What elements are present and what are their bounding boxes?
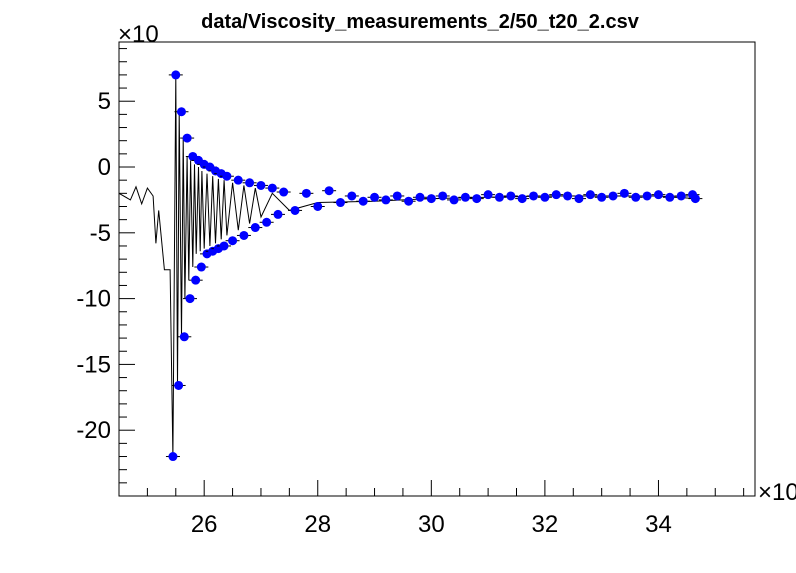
x-tick-label: 34 xyxy=(645,511,672,538)
data-point xyxy=(196,262,206,272)
data-point xyxy=(171,70,181,80)
data-point xyxy=(392,191,402,201)
signal-line xyxy=(118,74,696,457)
series-layer xyxy=(118,70,703,462)
data-point xyxy=(449,195,459,205)
y-tick-label: 0 xyxy=(98,154,111,181)
data-point xyxy=(381,195,391,205)
data-point xyxy=(676,191,686,201)
y-tick-label: -10 xyxy=(76,286,111,313)
data-point xyxy=(563,191,573,201)
data-point xyxy=(228,236,238,246)
x-tick-label: 26 xyxy=(191,511,218,538)
data-point xyxy=(540,192,550,202)
data-point xyxy=(619,188,629,198)
data-point xyxy=(182,133,192,143)
data-point xyxy=(506,191,516,201)
data-point xyxy=(191,275,201,285)
data-point xyxy=(250,223,260,233)
data-point xyxy=(415,192,425,202)
data-point xyxy=(335,198,345,208)
data-point xyxy=(665,192,675,202)
y-tick-label: -5 xyxy=(90,220,111,247)
x-tick-labels: 26 28 30 32 34 xyxy=(191,511,672,538)
data-point xyxy=(438,191,448,201)
data-point xyxy=(185,294,195,304)
data-point xyxy=(222,171,232,181)
y-tick-label: -20 xyxy=(76,417,111,444)
data-point xyxy=(585,190,595,200)
data-point xyxy=(404,196,414,206)
data-point xyxy=(517,194,527,204)
x-exponent-label: ×10 xyxy=(758,479,796,506)
data-point xyxy=(472,194,482,204)
data-point xyxy=(313,201,323,211)
chart-title: data/Viscosity_measurements_2/50_t20_2.c… xyxy=(201,11,640,33)
y-tick-label: 5 xyxy=(98,88,111,115)
data-point xyxy=(174,380,184,390)
data-point xyxy=(494,192,504,202)
x-tick-label: 32 xyxy=(532,511,559,538)
x-tick-label: 28 xyxy=(304,511,331,538)
y-exponent-label: ×10 xyxy=(118,21,159,48)
data-point xyxy=(551,190,561,200)
data-point xyxy=(370,192,380,202)
data-point xyxy=(574,194,584,204)
data-point xyxy=(233,175,243,185)
data-point xyxy=(631,192,641,202)
data-point xyxy=(642,191,652,201)
data-point xyxy=(653,190,663,200)
data-point xyxy=(245,178,255,188)
data-point xyxy=(290,205,300,215)
data-point xyxy=(483,190,493,200)
data-point xyxy=(256,180,266,190)
data-point xyxy=(347,191,357,201)
data-point xyxy=(219,241,229,251)
data-point xyxy=(279,187,289,197)
data-point xyxy=(179,332,189,342)
data-point xyxy=(460,192,470,202)
axis-ticks xyxy=(118,48,745,497)
data-point xyxy=(239,230,249,240)
plot-frame xyxy=(118,41,756,497)
x-tick-label: 30 xyxy=(418,511,445,538)
data-point xyxy=(597,192,607,202)
data-point xyxy=(273,209,283,219)
data-point xyxy=(168,452,178,462)
data-point xyxy=(262,217,272,227)
data-point xyxy=(358,196,368,206)
data-point xyxy=(267,183,277,193)
data-point xyxy=(690,194,700,204)
data-point xyxy=(426,194,436,204)
y-tick-labels: 5 0 -5 -10 -15 -20 xyxy=(76,88,111,444)
data-point xyxy=(176,107,186,117)
data-point xyxy=(529,191,539,201)
y-tick-label: -15 xyxy=(76,351,111,378)
data-point xyxy=(608,191,618,201)
data-point xyxy=(324,186,334,196)
data-point xyxy=(301,188,311,198)
